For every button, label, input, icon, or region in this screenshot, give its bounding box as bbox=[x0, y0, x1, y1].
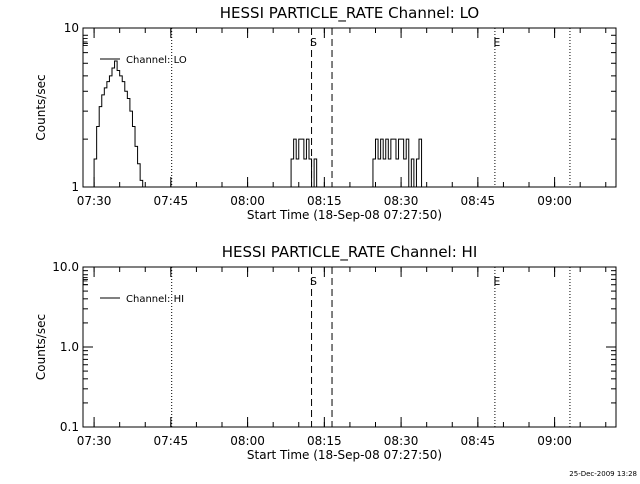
y-tick-label: 1 bbox=[71, 180, 79, 194]
y-axis-label: Counts/sec bbox=[34, 314, 48, 380]
x-tick-label: 08:00 bbox=[230, 194, 265, 208]
event-marker-label: E bbox=[82, 36, 89, 49]
y-tick-label: 10 bbox=[64, 21, 79, 35]
x-tick-label: 08:30 bbox=[384, 194, 419, 208]
x-tick-label: 08:15 bbox=[307, 194, 342, 208]
plot-frame bbox=[82, 27, 617, 188]
y-tick-label: 1.0 bbox=[60, 340, 79, 354]
plot-frame bbox=[82, 266, 617, 428]
event-marker-label: E bbox=[493, 275, 500, 288]
chart-title: HESSI PARTICLE_RATE Channel: LO bbox=[220, 4, 479, 23]
panel-lo: HESSI PARTICLE_RATE Channel: LO 1 10 Counts… bbox=[34, 4, 617, 222]
x-axis-label: Start Time (18-Sep-08 07:27:50) bbox=[247, 448, 442, 462]
x-axis-label: Start Time (18-Sep-08 07:27:50) bbox=[247, 208, 442, 222]
x-tick-label: 07:30 bbox=[77, 434, 112, 448]
legend-entry: Channel: HI bbox=[126, 294, 184, 305]
series-line bbox=[91, 60, 423, 188]
legend-entry: Channel: LO bbox=[126, 55, 187, 66]
x-tick-label: 08:45 bbox=[461, 434, 496, 448]
event-marker-label: E bbox=[82, 275, 89, 288]
x-tick-label: 08:15 bbox=[307, 434, 342, 448]
x-tick-label: 07:45 bbox=[154, 194, 189, 208]
y-tick-label: 0.1 bbox=[60, 420, 79, 434]
event-marker-label: S bbox=[310, 275, 317, 288]
x-tick-label: 07:45 bbox=[154, 434, 189, 448]
x-tick-label: 08:45 bbox=[461, 194, 496, 208]
x-tick-label: 09:00 bbox=[537, 434, 572, 448]
y-axis-label: Counts/sec bbox=[34, 74, 48, 140]
footer-stamp: 25-Dec-2009 13:28 bbox=[569, 470, 637, 478]
y-tick-label: 10.0 bbox=[52, 260, 79, 274]
x-tick-label: 08:30 bbox=[384, 434, 419, 448]
panel-hi: HESSI PARTICLE_RATE Channel: HI 0.1 1.0 10.… bbox=[34, 243, 617, 462]
event-marker-label: E bbox=[493, 36, 500, 49]
x-tick-label: 09:00 bbox=[537, 194, 572, 208]
chart-title: HESSI PARTICLE_RATE Channel: HI bbox=[222, 243, 478, 262]
event-marker-label: S bbox=[310, 36, 317, 49]
x-tick-label: 08:00 bbox=[230, 434, 265, 448]
x-tick-label: 07:30 bbox=[77, 194, 112, 208]
